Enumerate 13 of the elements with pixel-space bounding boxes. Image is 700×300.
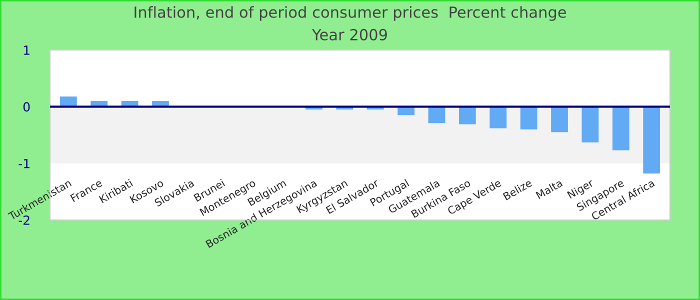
chart-title: Inflation, end of period consumer prices Percent change: [134, 6, 566, 21]
bar: [643, 106, 660, 174]
y-tick-label: 0: [23, 102, 30, 112]
bar: [428, 106, 446, 124]
bar: [458, 106, 476, 124]
bar: [612, 106, 630, 150]
bar: [490, 106, 507, 128]
bar: [582, 106, 599, 142]
bar: [551, 106, 568, 132]
y-tick-label: 1: [24, 46, 30, 55]
y-tick-label: -1: [18, 158, 30, 168]
chart-subtitle: Year 2009: [312, 28, 387, 40]
bar: [520, 106, 538, 130]
